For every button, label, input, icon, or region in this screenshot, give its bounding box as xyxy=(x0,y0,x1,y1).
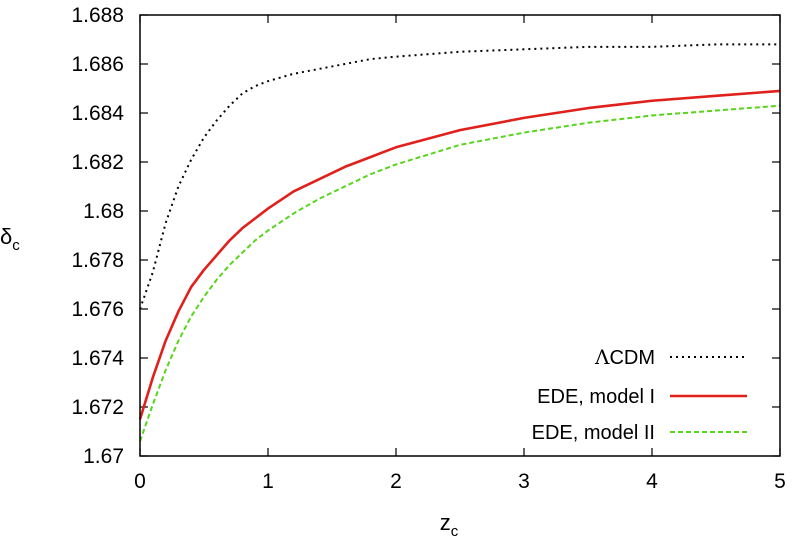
y-tick-label: 1.678 xyxy=(71,249,124,272)
y-tick-label: 1.686 xyxy=(71,53,124,76)
legend-entry-lcdm: ΛCDM xyxy=(594,345,747,369)
series-lcdm-line xyxy=(139,43,780,310)
y-tick-label: 1.674 xyxy=(71,347,124,370)
plot-series xyxy=(138,43,781,442)
y-tick-label: 1.684 xyxy=(71,102,124,125)
y-tick-label: 1.672 xyxy=(71,396,124,419)
x-tick-label: 0 xyxy=(134,470,146,493)
y-tick-label: 1.682 xyxy=(71,151,124,174)
legend: ΛCDM EDE, model I EDE, model II xyxy=(532,345,747,444)
x-tick-label: 1 xyxy=(262,470,274,493)
legend-label-lcdm: ΛCDM xyxy=(594,345,655,369)
legend-entry-ede-model-1: EDE, model I xyxy=(537,386,747,408)
legend-label-ede-model-1: EDE, model I xyxy=(537,386,655,408)
x-tick-label: 3 xyxy=(518,470,530,493)
plot-frame xyxy=(139,14,781,457)
x-tick-label: 5 xyxy=(774,470,786,493)
y-tick-label: 1.68 xyxy=(83,200,124,223)
series-ede-model-1-line xyxy=(138,89,781,420)
legend-entry-ede-model-2: EDE, model II xyxy=(532,422,747,444)
y-tick-label: 1.67 xyxy=(83,445,124,468)
x-axis-title: zc xyxy=(440,510,459,540)
y-tick-label: 1.676 xyxy=(71,298,124,321)
series-ede-model-2-line xyxy=(139,104,781,442)
y-tick-label: 1.688 xyxy=(71,4,124,27)
legend-label-ede-model-2: EDE, model II xyxy=(532,422,655,444)
y-axis-title: δc xyxy=(0,224,20,254)
x-tick-label: 4 xyxy=(646,470,658,493)
tick-labels: 0 1 2 3 4 5 1.67 1.672 1.674 1.676 1.678 1.68 1.682 1… xyxy=(71,4,785,493)
x-tick-label: 2 xyxy=(390,470,402,493)
